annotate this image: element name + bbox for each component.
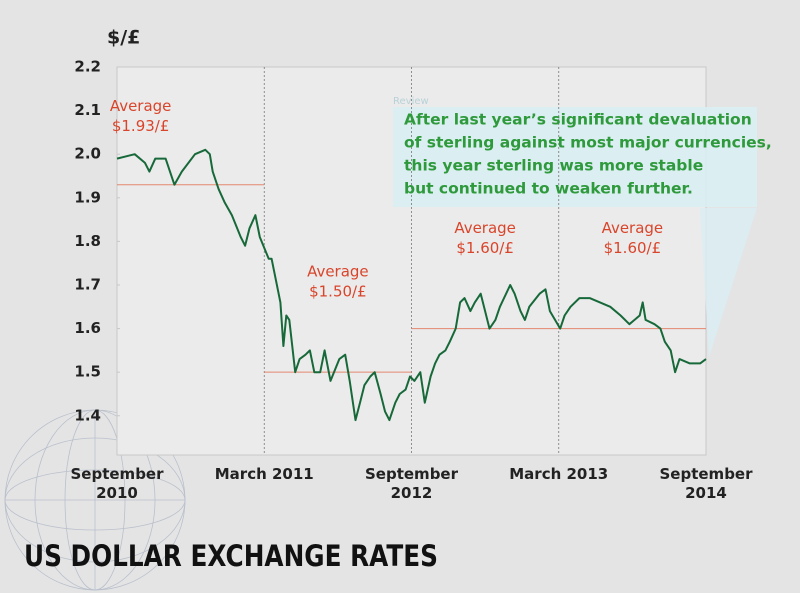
x-tick-label: September 2014: [659, 465, 753, 502]
x-tick-label: March 2011: [214, 465, 314, 483]
y-tick-label: 1.5: [74, 363, 101, 381]
y-tick-label: 1.7: [74, 275, 101, 293]
average-title: Average: [110, 97, 172, 115]
annotation-text: of sterling against most major currencie…: [404, 134, 772, 152]
y-axis-label: $/£: [107, 27, 140, 49]
y-tick-label: 1.9: [74, 188, 101, 206]
callout-box: [393, 107, 757, 207]
average-value-label: $1.60/£: [604, 239, 662, 257]
y-tick-label: 1.8: [74, 232, 101, 250]
y-tick-label: 2.2: [74, 58, 101, 76]
chart-title: US DOLLAR EXCHANGE RATES: [24, 539, 438, 573]
annotation-tag: Review: [393, 96, 429, 107]
y-tick-label: 1.6: [74, 319, 101, 337]
y-tick-label: 1.4: [74, 406, 101, 424]
annotation-text: but continued to weaken further.: [404, 180, 693, 198]
y-tick-label: 2.1: [74, 101, 101, 119]
x-tick-label: March 2013: [509, 465, 609, 483]
exchange-rate-line: [116, 148, 707, 422]
average-title: Average: [454, 219, 516, 237]
globe: [4, 409, 186, 591]
annotation-text: After last year’s significant devaluatio…: [404, 111, 752, 129]
annotation-text: this year sterling was more stable: [404, 157, 703, 175]
average-title: Average: [307, 263, 369, 281]
average-title: Average: [602, 219, 664, 237]
x-tick-label: September 2012: [365, 465, 458, 502]
average-value-label: $1.60/£: [456, 239, 514, 257]
callout-pointer: [700, 208, 757, 357]
average-value-label: $1.50/£: [309, 283, 367, 301]
average-value-label: $1.93/£: [112, 117, 170, 135]
x-tick-label: September 2010: [70, 465, 164, 502]
y-tick-label: 2.0: [74, 145, 101, 163]
